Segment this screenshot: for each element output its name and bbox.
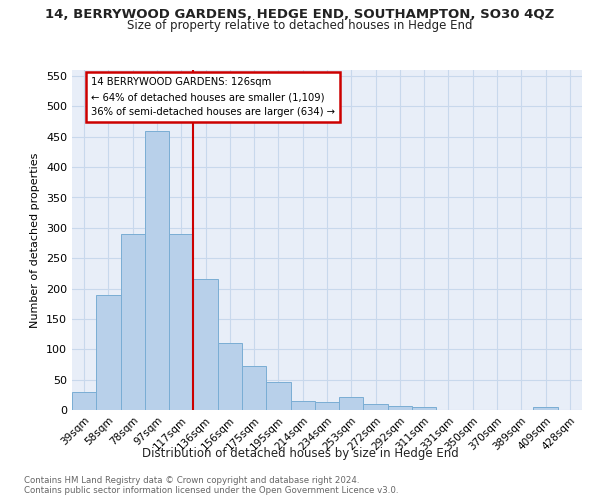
Text: 14 BERRYWOOD GARDENS: 126sqm
← 64% of detached houses are smaller (1,109)
36% of: 14 BERRYWOOD GARDENS: 126sqm ← 64% of de… bbox=[91, 78, 335, 117]
Bar bbox=[388, 406, 412, 410]
Bar bbox=[266, 382, 290, 410]
Bar bbox=[339, 396, 364, 410]
Text: 14, BERRYWOOD GARDENS, HEDGE END, SOUTHAMPTON, SO30 4QZ: 14, BERRYWOOD GARDENS, HEDGE END, SOUTHA… bbox=[46, 8, 554, 20]
Bar bbox=[96, 294, 121, 410]
Text: Contains HM Land Registry data © Crown copyright and database right 2024.: Contains HM Land Registry data © Crown c… bbox=[24, 476, 359, 485]
Bar bbox=[193, 280, 218, 410]
Text: Size of property relative to detached houses in Hedge End: Size of property relative to detached ho… bbox=[127, 18, 473, 32]
Bar bbox=[533, 407, 558, 410]
Bar bbox=[121, 234, 145, 410]
Bar bbox=[412, 407, 436, 410]
Bar bbox=[218, 343, 242, 410]
Bar bbox=[242, 366, 266, 410]
Bar bbox=[145, 130, 169, 410]
Bar bbox=[72, 392, 96, 410]
Bar bbox=[169, 234, 193, 410]
Y-axis label: Number of detached properties: Number of detached properties bbox=[31, 152, 40, 328]
Bar bbox=[364, 404, 388, 410]
Text: Contains public sector information licensed under the Open Government Licence v3: Contains public sector information licen… bbox=[24, 486, 398, 495]
Bar bbox=[315, 402, 339, 410]
Text: Distribution of detached houses by size in Hedge End: Distribution of detached houses by size … bbox=[142, 448, 458, 460]
Bar bbox=[290, 401, 315, 410]
